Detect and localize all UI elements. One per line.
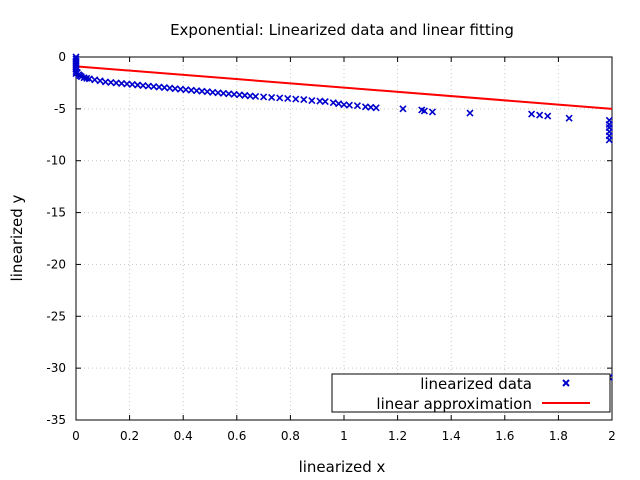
data-point (428, 108, 437, 116)
x-tick-label: 0.2 (120, 429, 139, 443)
data-point (284, 94, 292, 103)
y-axis-label: linearized y (8, 194, 26, 281)
legend: linearized data linear approximation (331, 373, 611, 413)
y-tick-label: -20 (46, 257, 66, 271)
data-point (91, 76, 99, 84)
data-point (420, 107, 428, 115)
x-tick-label: 0.6 (227, 429, 246, 443)
x-tick-label: 0.8 (281, 429, 300, 443)
data-point (399, 105, 407, 113)
series-linear-approximation (75, 65, 613, 110)
data-point (528, 110, 536, 118)
x-tick-label: 1.4 (442, 429, 461, 443)
data-point (260, 93, 268, 101)
data-point (292, 95, 300, 103)
data-point (85, 75, 93, 83)
legend-marker-x (562, 379, 570, 387)
grid (76, 57, 612, 420)
y-tick-label: -5 (54, 102, 66, 116)
data-point (321, 98, 329, 106)
x-tick-label: 2 (608, 429, 616, 443)
x-tick-label: 1.8 (549, 429, 568, 443)
data-point (536, 111, 544, 119)
ticks: 0 0.2 0.4 0.6 0.8 1 1.2 1.4 1.6 1.8 2 0 -5 -10 -15 -20 -… (46, 50, 615, 443)
x-tick-label: 1.6 (495, 429, 514, 443)
x-tick-label: 1 (340, 429, 348, 443)
y-tick-label: -30 (46, 361, 66, 375)
data-point (345, 101, 353, 109)
plot-frame (75, 56, 613, 421)
y-tick-label: -15 (46, 206, 66, 220)
data-point (308, 96, 316, 105)
fit-line (75, 65, 613, 110)
y-tick-label: -25 (46, 309, 66, 323)
data-point (466, 109, 474, 117)
data-point (251, 92, 260, 100)
data-point (96, 77, 104, 85)
x-tick-label: 0.4 (174, 429, 193, 443)
data-point (372, 104, 380, 112)
data-point (565, 114, 573, 122)
data-point (335, 100, 343, 108)
y-tick-label: 0 (58, 50, 66, 64)
data-point (268, 93, 276, 102)
data-point (353, 102, 361, 110)
data-point (544, 112, 552, 120)
chart-title: Exponential: Linearized data and linear … (170, 21, 514, 39)
legend-label-line: linear approximation (376, 395, 532, 413)
data-point (276, 94, 284, 102)
data-point (329, 99, 337, 107)
legend-label-data: linearized data (420, 375, 532, 393)
data-point (605, 136, 613, 144)
x-axis-label: linearized x (299, 458, 386, 476)
y-tick-label: -10 (46, 154, 66, 168)
y-tick-label: -35 (46, 413, 66, 427)
x-tick-label: 0 (72, 429, 80, 443)
x-tick-label: 1.2 (388, 429, 407, 443)
data-point (300, 95, 308, 104)
series-linearized-data (72, 53, 613, 382)
